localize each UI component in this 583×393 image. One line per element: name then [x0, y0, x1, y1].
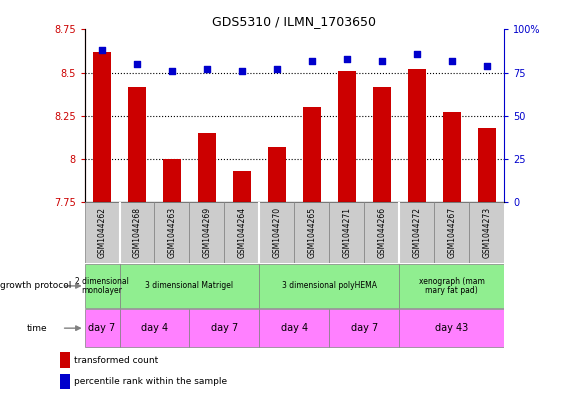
Bar [434, 202, 469, 263]
Text: GSM1044267: GSM1044267 [447, 207, 456, 259]
Text: GSM1044270: GSM1044270 [272, 207, 282, 259]
Text: 3 dimensional Matrigel: 3 dimensional Matrigel [145, 281, 234, 290]
Bar [60, 374, 70, 389]
Bar [329, 202, 364, 263]
Text: 3 dimensional polyHEMA: 3 dimensional polyHEMA [282, 281, 377, 290]
Text: growth protocol: growth protocol [0, 281, 71, 290]
Bar [268, 147, 286, 202]
Bar [120, 202, 154, 263]
Bar [443, 112, 461, 202]
Bar [259, 309, 329, 347]
Text: day 7: day 7 [351, 323, 378, 333]
Bar [128, 86, 146, 202]
Point [307, 57, 317, 64]
Bar [469, 202, 504, 263]
Text: GSM1044271: GSM1044271 [342, 208, 352, 258]
Bar [294, 202, 329, 263]
Point [377, 57, 387, 64]
Bar [233, 171, 251, 202]
Bar [259, 264, 399, 308]
Text: GSM1044268: GSM1044268 [132, 208, 142, 258]
Point [202, 66, 212, 72]
Bar [120, 309, 189, 347]
Text: GSM1044264: GSM1044264 [237, 207, 247, 259]
Point [412, 51, 422, 57]
Bar [364, 202, 399, 263]
Bar [399, 309, 504, 347]
Bar [85, 309, 120, 347]
Bar [338, 71, 356, 202]
Text: GSM1044266: GSM1044266 [377, 207, 387, 259]
Bar [154, 202, 189, 263]
Point [167, 68, 177, 74]
Bar [224, 202, 259, 263]
Bar [189, 202, 224, 263]
Text: GSM1044272: GSM1044272 [412, 208, 422, 258]
Text: day 7: day 7 [89, 323, 115, 333]
Text: percentile rank within the sample: percentile rank within the sample [74, 377, 227, 386]
Text: GSM1044269: GSM1044269 [202, 207, 212, 259]
Bar [198, 133, 216, 202]
Point [447, 57, 456, 64]
Bar [303, 107, 321, 202]
Bar [399, 264, 504, 308]
Text: 2 dimensional
monolayer: 2 dimensional monolayer [75, 277, 129, 295]
Text: day 43: day 43 [435, 323, 469, 333]
Text: GSM1044263: GSM1044263 [167, 207, 177, 259]
Bar [163, 159, 181, 202]
Bar [259, 202, 294, 263]
Text: day 4: day 4 [141, 323, 168, 333]
Point [237, 68, 247, 74]
Bar [329, 309, 399, 347]
Text: GSM1044273: GSM1044273 [482, 207, 491, 259]
Bar [85, 202, 120, 263]
Bar [85, 264, 120, 308]
Bar [120, 264, 259, 308]
Bar [408, 69, 426, 202]
Text: xenograph (mam
mary fat pad): xenograph (mam mary fat pad) [419, 277, 484, 295]
Text: transformed count: transformed count [74, 356, 159, 365]
Bar [373, 86, 391, 202]
Text: GSM1044265: GSM1044265 [307, 207, 317, 259]
Point [132, 61, 142, 67]
Point [482, 62, 491, 69]
Point [272, 66, 282, 72]
Bar [60, 352, 70, 368]
Text: GSM1044262: GSM1044262 [97, 208, 107, 258]
Point [342, 56, 352, 62]
Title: GDS5310 / ILMN_1703650: GDS5310 / ILMN_1703650 [212, 15, 377, 28]
Text: time: time [26, 324, 47, 332]
Bar [399, 202, 434, 263]
Bar [93, 52, 111, 202]
Bar [189, 309, 259, 347]
Bar [478, 128, 496, 202]
Text: day 7: day 7 [211, 323, 238, 333]
Text: day 4: day 4 [281, 323, 308, 333]
Point [97, 47, 107, 53]
